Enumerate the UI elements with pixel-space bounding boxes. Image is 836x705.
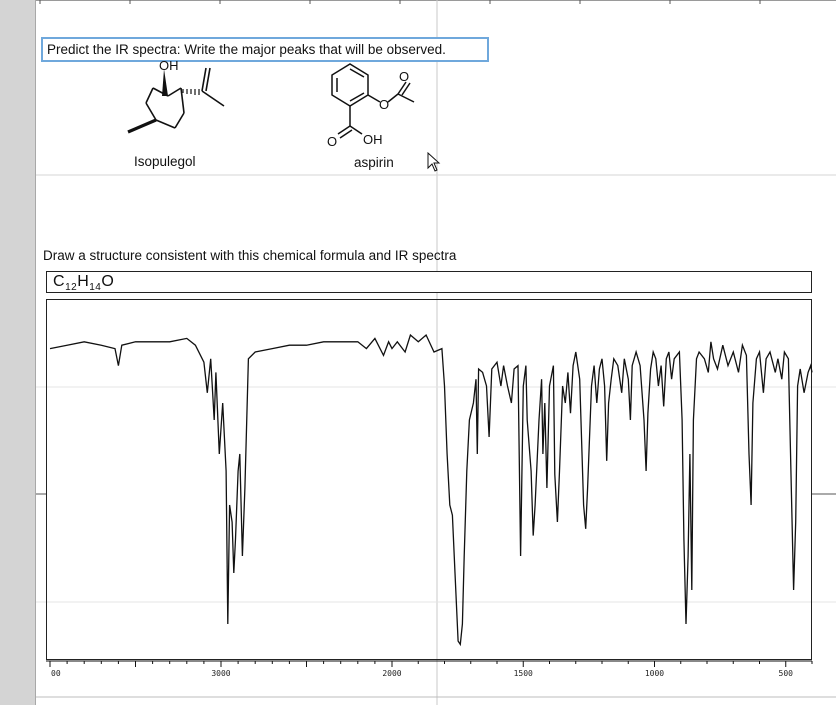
x-tick-label: 1500 [514, 669, 533, 678]
ir-spectrum-line [50, 335, 812, 644]
x-tick-label: 3000 [211, 669, 230, 678]
x-tick-label: 500 [779, 669, 794, 678]
x-tick-label: 00 [51, 669, 61, 678]
x-tick-label: 2000 [382, 669, 401, 678]
x-tick-label: 1000 [645, 669, 664, 678]
